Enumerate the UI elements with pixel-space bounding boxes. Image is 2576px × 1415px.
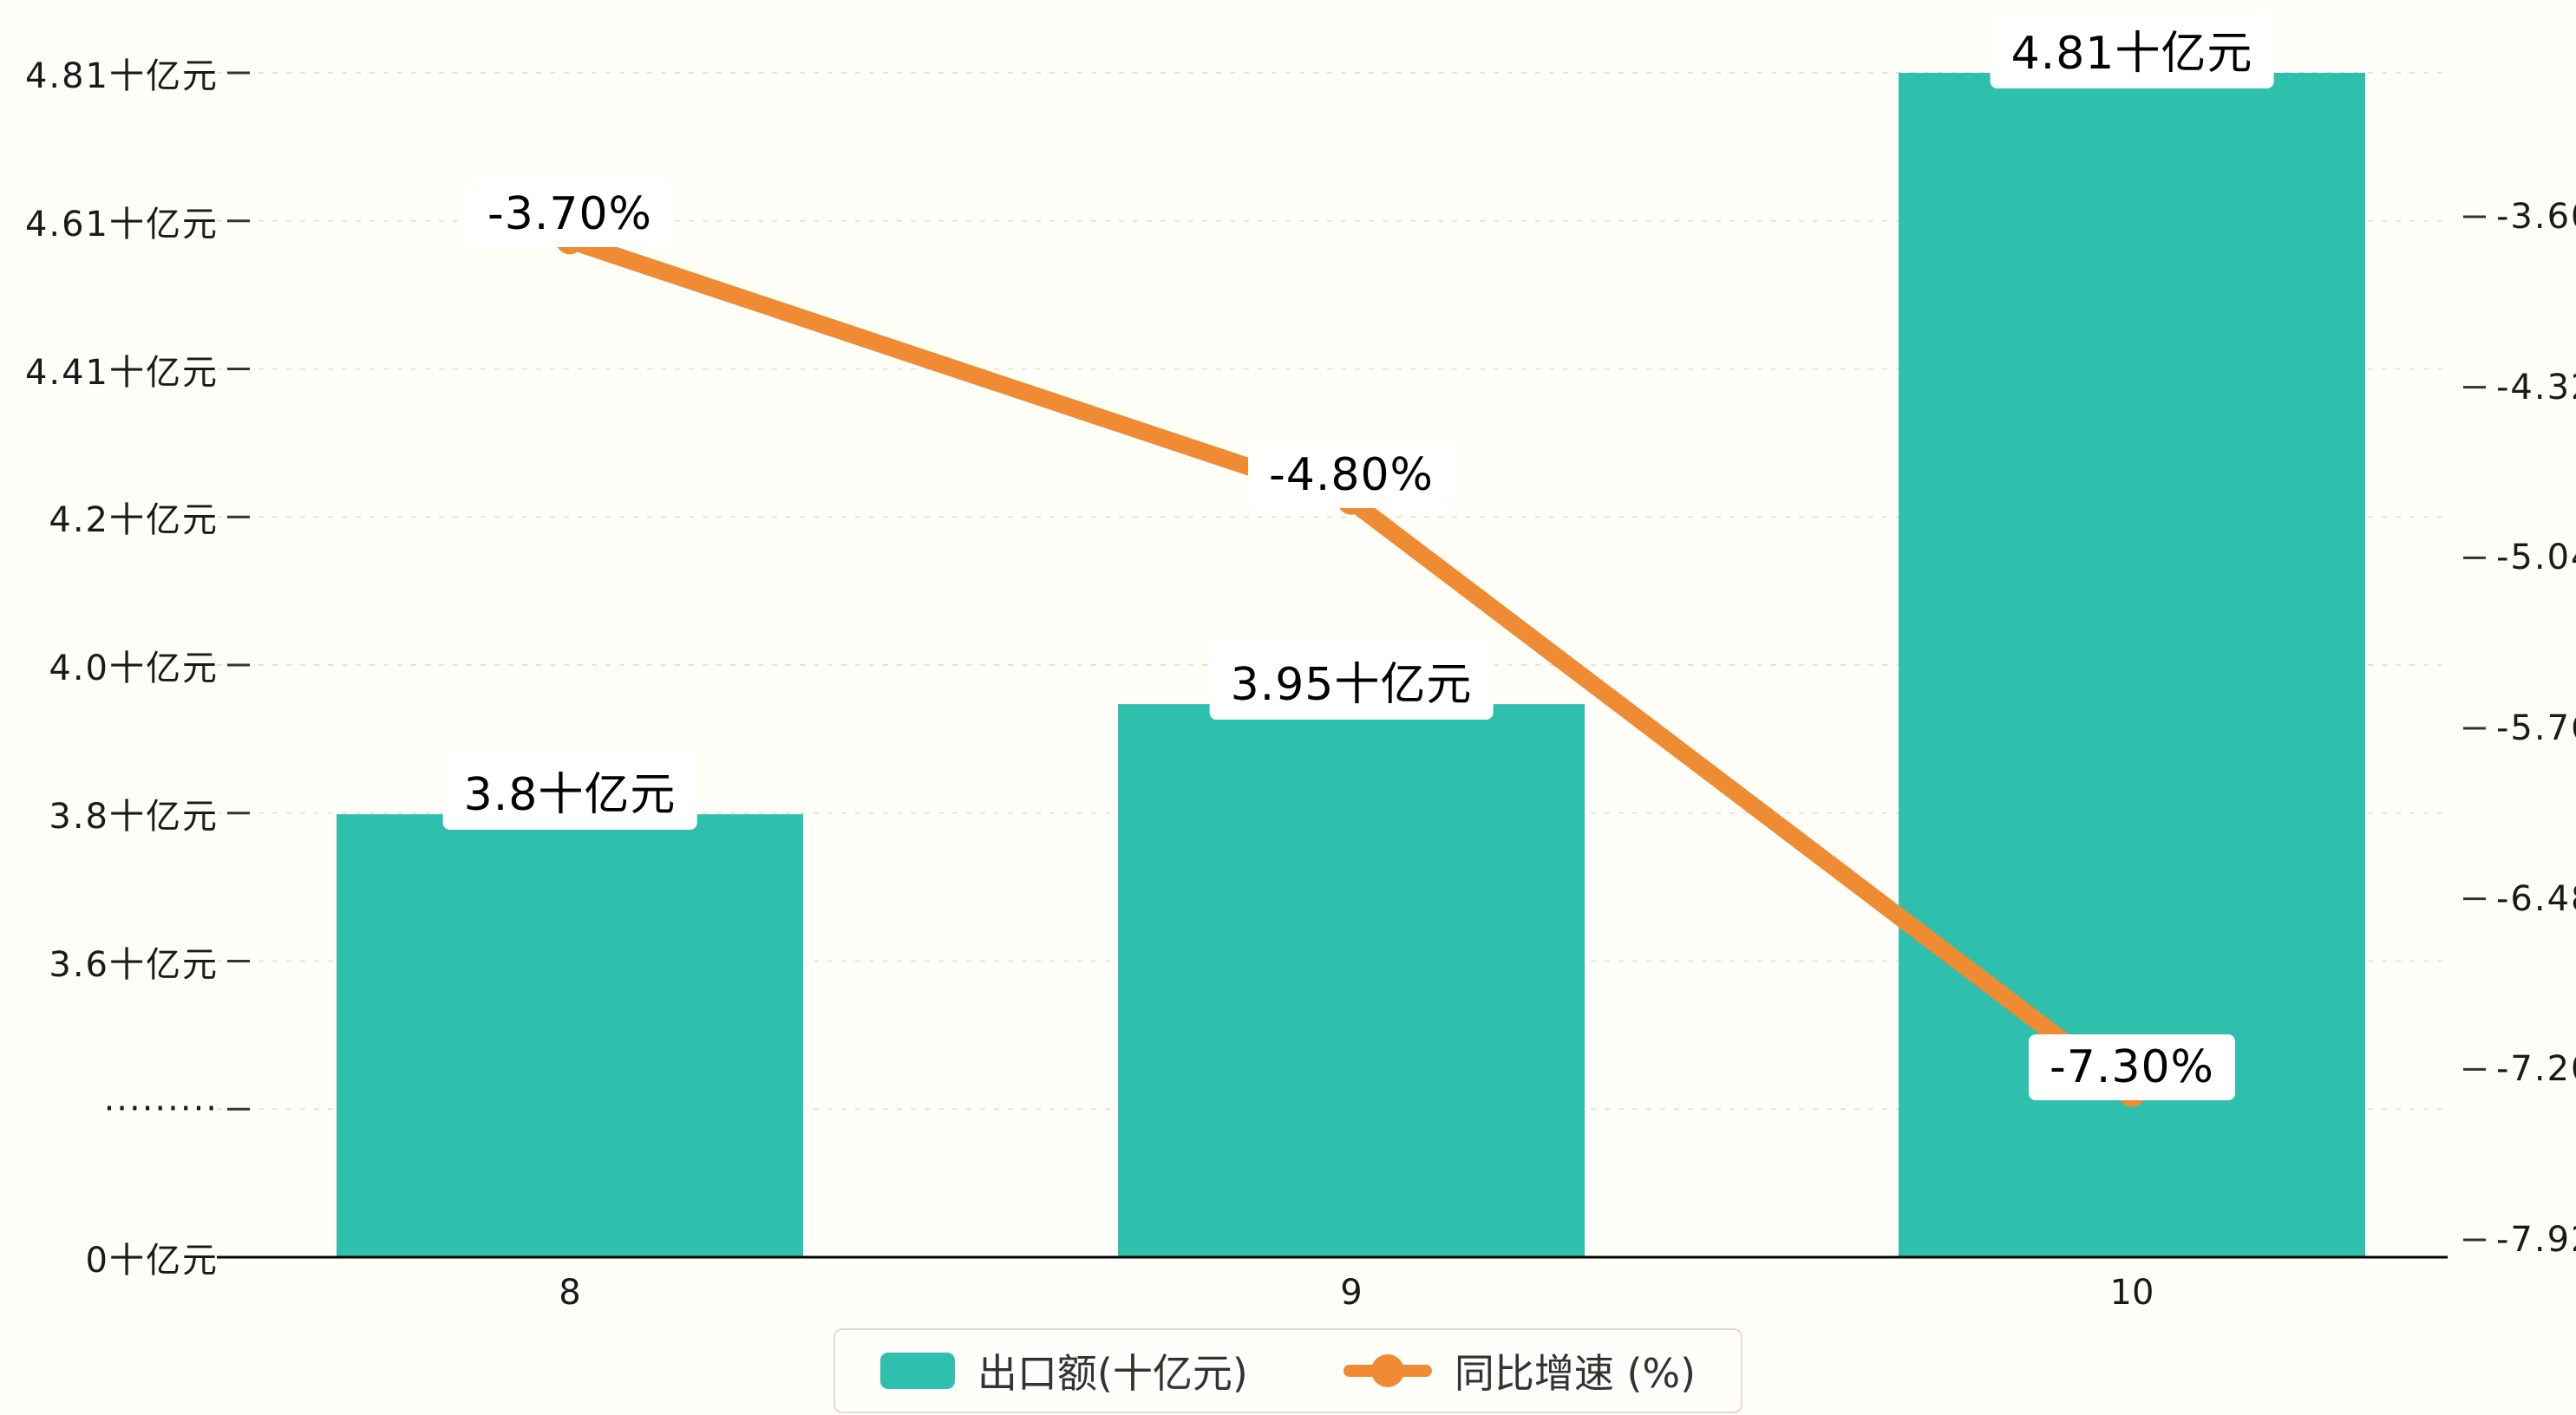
legend-label-growth: 同比增速 (%): [1454, 1350, 1697, 1397]
legend-item-export-bar[interactable]: 出口额(十亿元): [879, 1342, 1248, 1399]
legend-label-export: 出口额(十亿元): [977, 1350, 1248, 1397]
legend: 出口额(十亿元) 同比增速 (%): [833, 1328, 1743, 1413]
line-series-swatch-icon: [1343, 1353, 1432, 1389]
bar-month-8[interactable]: [337, 814, 803, 1257]
legend-item-growth-line[interactable]: 同比增速 (%): [1343, 1342, 1697, 1399]
line-point-month-10[interactable]: [2118, 1079, 2146, 1107]
bar-month-9[interactable]: [1118, 704, 1585, 1257]
line-point-month-9[interactable]: [1337, 486, 1365, 515]
bar-series-swatch-icon: [879, 1353, 955, 1389]
line-point-month-8[interactable]: [556, 226, 584, 255]
line-swatch-dot-icon: [1370, 1354, 1404, 1387]
